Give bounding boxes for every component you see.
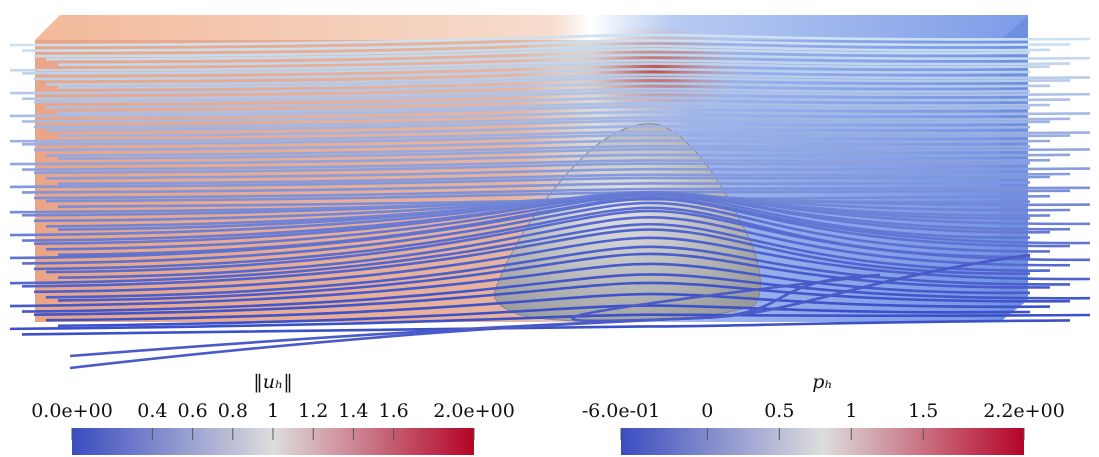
streamline bbox=[45, 245, 1071, 299]
streamline bbox=[21, 39, 1071, 52]
streamline bbox=[33, 191, 1051, 246]
colorbars: ‖uₕ‖ 0.0e+00 0.4 0.6 0.8 1 1.2 1.4 1.6 2.0e+00 pₕ -… bbox=[31, 371, 1065, 455]
streamline bbox=[9, 105, 1031, 118]
streamline bbox=[45, 209, 1091, 274]
colorbar-tick-label: 0.6 bbox=[177, 400, 207, 422]
colorbar-title: pₕ bbox=[812, 371, 832, 393]
streamline bbox=[21, 158, 1051, 171]
streamline bbox=[45, 167, 1091, 180]
streamline bbox=[9, 130, 1091, 143]
streamline bbox=[9, 82, 1051, 95]
streamline bbox=[57, 172, 1071, 186]
colorbar-tick-label: 0.8 bbox=[218, 400, 248, 422]
colorbar-tick-label: 2.0e+00 bbox=[433, 400, 515, 422]
streamline bbox=[45, 193, 1031, 251]
streamline bbox=[57, 101, 1051, 115]
colorbar-tick-label: -6.0e-01 bbox=[582, 400, 660, 422]
streamline bbox=[21, 181, 1031, 194]
colorbar-tick-label: 1.6 bbox=[378, 400, 408, 422]
streamline bbox=[9, 222, 1051, 285]
streamline bbox=[33, 67, 1031, 81]
streamline bbox=[57, 215, 1071, 279]
colorbar-tick-label: 0.5 bbox=[764, 400, 794, 422]
colorbar-tick-label: 0.0e+00 bbox=[31, 400, 113, 422]
streamline bbox=[9, 153, 1071, 166]
streamline bbox=[45, 144, 1031, 157]
streamline bbox=[45, 96, 1071, 109]
streamline bbox=[21, 87, 1031, 100]
streamline bbox=[57, 148, 1091, 160]
streamline bbox=[21, 110, 1091, 123]
streamline bbox=[21, 201, 1051, 265]
streamline bbox=[45, 73, 1091, 86]
streamline bbox=[33, 281, 1071, 316]
streamline bbox=[45, 119, 1051, 132]
streamline bbox=[33, 44, 1051, 58]
streamline bbox=[57, 125, 1031, 137]
streamlines bbox=[9, 33, 1091, 370]
streamline bbox=[21, 133, 1071, 146]
streamline bbox=[33, 186, 1091, 200]
streamline bbox=[21, 319, 1071, 336]
streamline bbox=[9, 33, 1091, 47]
streamline bbox=[21, 273, 1091, 313]
colorbar-tick-label: 1.5 bbox=[908, 400, 938, 422]
streamline bbox=[33, 90, 1091, 104]
colorbar-tick-label: 2.2e+00 bbox=[983, 400, 1065, 422]
streamline bbox=[45, 292, 1051, 322]
colorbar-title: ‖uₕ‖ bbox=[253, 371, 292, 393]
streamline bbox=[33, 161, 1031, 175]
streamline bbox=[57, 76, 1071, 89]
colorbar bbox=[621, 428, 1024, 455]
colorbar-tick-label: 1 bbox=[267, 400, 279, 422]
streamline bbox=[9, 197, 1071, 260]
streamline bbox=[57, 53, 1091, 67]
streamline bbox=[9, 175, 1051, 189]
streamline bbox=[9, 313, 1091, 331]
colorbar-tick-label: 1 bbox=[845, 400, 857, 422]
colorbar-tick-label: 1.2 bbox=[298, 400, 328, 422]
streamline bbox=[21, 228, 1031, 288]
colorbar-tick-label: 0.4 bbox=[137, 400, 167, 422]
streamline bbox=[45, 47, 1031, 61]
streamline bbox=[9, 262, 1031, 308]
colorbar-tick-label: 1.4 bbox=[338, 400, 368, 422]
box-top bbox=[35, 15, 1028, 40]
streamline bbox=[21, 62, 1051, 75]
streamline bbox=[33, 139, 1051, 152]
colorbar-tick-label: 0 bbox=[701, 400, 713, 422]
streamline bbox=[33, 116, 1071, 129]
streamline bbox=[9, 59, 1071, 72]
streamline bbox=[571, 273, 881, 323]
streamline bbox=[33, 236, 1091, 294]
